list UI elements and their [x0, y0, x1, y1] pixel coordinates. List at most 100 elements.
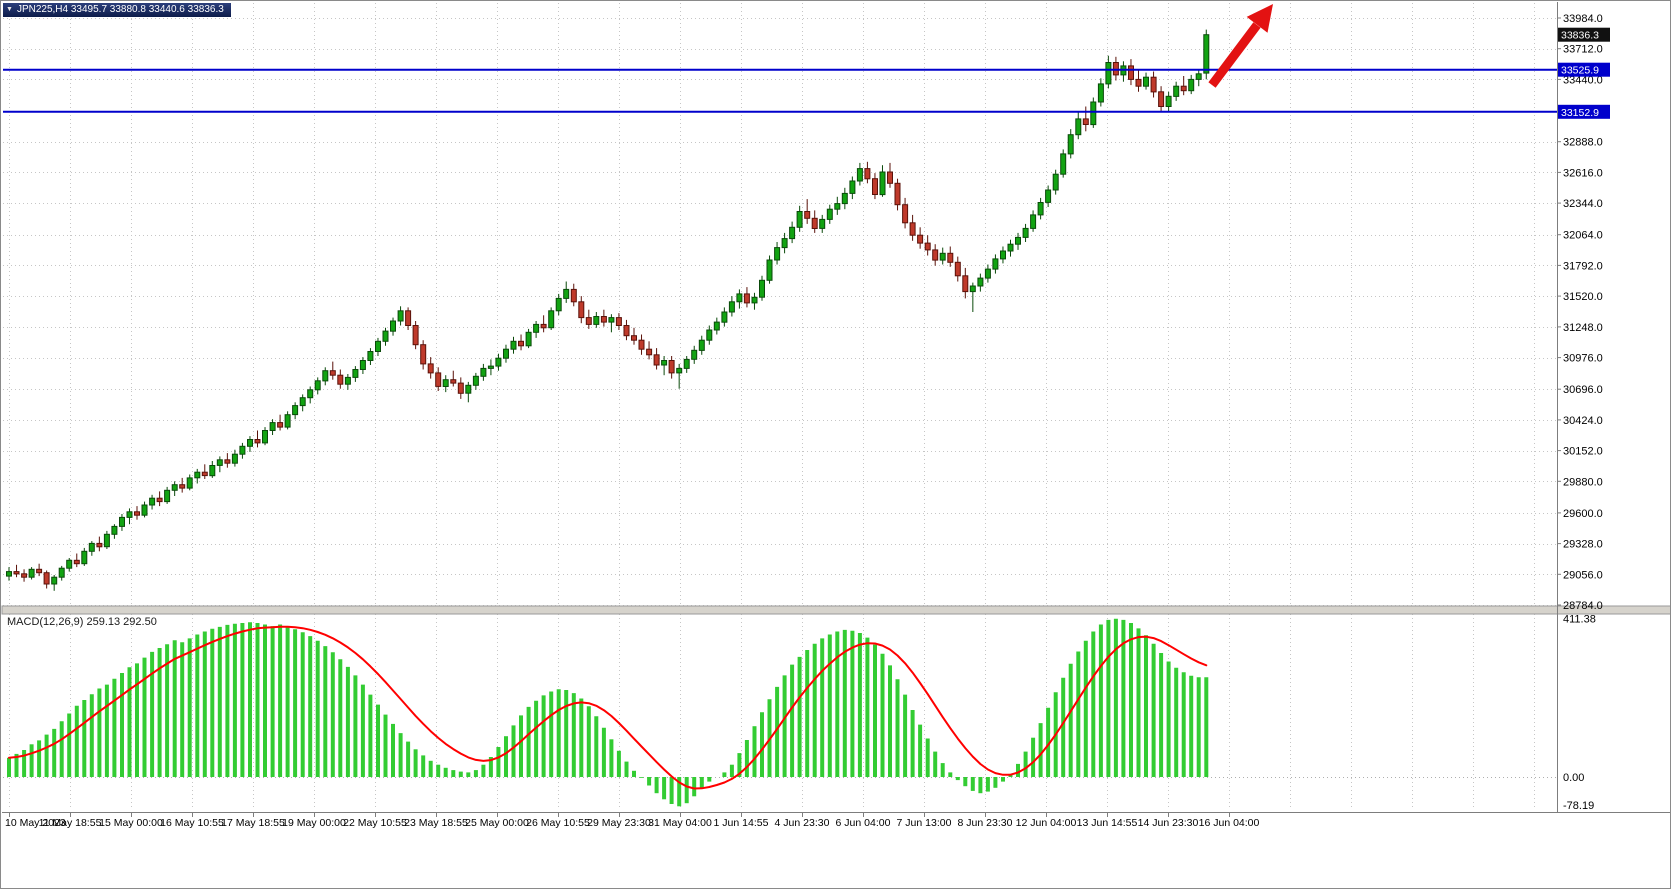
candle-body: [1082, 118, 1089, 126]
macd-signal-line: [8, 625, 1208, 790]
candle-body: [239, 445, 246, 455]
candle-body: [849, 180, 856, 194]
candle-body: [1090, 101, 1097, 126]
time-axis-label: 29 May 23:30: [587, 817, 651, 829]
candle-body: [646, 348, 653, 356]
candle: [834, 196, 841, 215]
candle: [759, 275, 765, 301]
candle-body: [277, 422, 284, 428]
time-axis-label: 16 Jun 04:00: [1199, 817, 1260, 829]
candle-body: [766, 259, 773, 281]
candle: [21, 569, 28, 582]
candle-body: [51, 576, 58, 585]
macd-histogram: [7, 618, 1209, 807]
candle-body: [1158, 91, 1165, 108]
candle-body: [73, 559, 80, 565]
candle-body: [1015, 236, 1021, 245]
candle-body: [465, 384, 472, 394]
candle-body: [932, 249, 939, 261]
candle: [796, 205, 803, 232]
candle: [28, 567, 35, 580]
candle: [1037, 197, 1044, 220]
time-axis-label: 8 Jun 23:30: [958, 817, 1013, 829]
candle-body: [736, 293, 743, 303]
candle: [600, 309, 607, 327]
candle: [555, 293, 562, 316]
candle-body: [1180, 85, 1187, 92]
trend-arrow-annotation[interactable]: [1208, 4, 1273, 88]
candle: [1135, 69, 1142, 92]
candle: [427, 357, 434, 379]
price-axis-label: 32064.0: [1563, 230, 1603, 242]
candle: [811, 210, 818, 233]
hline-price-tag-text: 33152.9: [1561, 107, 1599, 119]
time-axis-label: 13 Jun 14:55: [1077, 817, 1138, 829]
price-axis-label: 32888.0: [1563, 137, 1603, 149]
candle: [149, 494, 156, 510]
candle: [96, 536, 103, 552]
time-axis-label: 11 May 18:55: [39, 817, 102, 829]
price-axis-label: 33984.0: [1563, 13, 1603, 25]
candle: [570, 283, 577, 307]
candle-body: [902, 204, 909, 224]
macd-indicator-label: MACD(12,26,9) 259.13 292.50: [7, 616, 157, 628]
candle-body: [367, 351, 374, 361]
candle: [495, 353, 502, 371]
candle: [1082, 106, 1089, 132]
candle-body: [164, 489, 171, 503]
candle-body: [1097, 83, 1104, 103]
chart-title-bar[interactable]: ▼ JPN225,H4 33495.7 33880.8 33440.6 3383…: [3, 3, 231, 17]
candle-body: [796, 211, 803, 228]
hline-price-tag-bg: [1558, 104, 1610, 119]
price-axis-label: 29880.0: [1563, 476, 1603, 488]
pane-separator[interactable]: [1, 605, 1671, 615]
candle-body: [713, 321, 720, 331]
candle-body: [676, 367, 683, 374]
candle: [442, 375, 449, 393]
candle-body: [194, 471, 201, 479]
candle: [894, 178, 901, 211]
candle: [653, 348, 660, 370]
candle-body: [774, 247, 781, 261]
candle: [6, 567, 12, 581]
candle: [917, 227, 924, 249]
candle: [58, 565, 65, 581]
candle: [1105, 55, 1112, 89]
candle-body: [36, 568, 43, 574]
candle: [510, 336, 517, 354]
candle: [359, 357, 366, 374]
candle-body: [457, 382, 464, 394]
candle-body: [653, 354, 660, 366]
candle: [186, 474, 193, 491]
candle: [405, 307, 412, 330]
price-axis-label: 31792.0: [1563, 260, 1603, 272]
candle-body: [405, 310, 412, 326]
candle: [804, 199, 811, 224]
time-axis-label: 25 May 00:00: [465, 817, 529, 829]
candle-body: [412, 325, 419, 346]
candle: [81, 547, 88, 566]
candle-body: [600, 316, 607, 323]
candle-body: [563, 288, 570, 299]
candle-body: [759, 279, 765, 298]
candle-body: [894, 182, 901, 206]
candle: [43, 570, 50, 589]
candle: [969, 282, 976, 312]
candle-body: [585, 317, 592, 325]
candle: [171, 481, 178, 496]
candle-body: [382, 330, 389, 342]
candle: [548, 307, 555, 330]
candle: [1173, 81, 1180, 101]
candle: [119, 514, 125, 531]
candle: [518, 334, 524, 351]
candle-body: [284, 414, 291, 428]
candle-body: [510, 340, 517, 350]
gridlines: [3, 3, 1557, 810]
candle: [126, 508, 133, 525]
candle: [977, 273, 984, 292]
candle-body: [917, 234, 924, 244]
time-axis-label: 22 May 10:55: [343, 817, 407, 829]
candle: [88, 541, 95, 556]
